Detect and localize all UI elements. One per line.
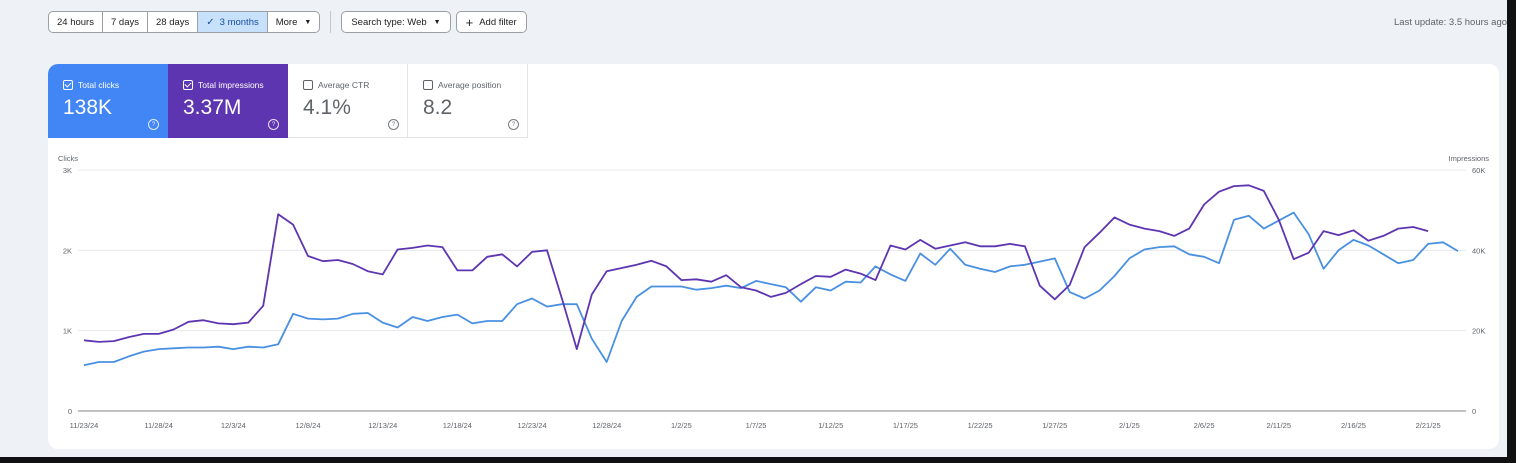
check-icon: ✓ bbox=[206, 16, 215, 28]
x-axis-tick-label: 2/6/25 bbox=[1194, 421, 1215, 430]
right-axis-tick-label: 0 bbox=[1472, 407, 1476, 416]
metric-total-impressions[interactable]: Total impressions 3.37M ? bbox=[168, 64, 288, 138]
help-icon[interactable]: ? bbox=[508, 119, 519, 130]
range-3-months-label: 3 months bbox=[219, 16, 259, 28]
x-axis-tick-label: 12/3/24 bbox=[221, 421, 246, 430]
metric-value: 8.2 bbox=[423, 96, 453, 119]
range-28-days[interactable]: 28 days bbox=[148, 12, 199, 32]
date-range-toolbar: 24 hours 7 days 28 days ✓ 3 months More … bbox=[48, 11, 532, 33]
left-axis-tick-label: 0 bbox=[68, 407, 72, 416]
metric-label-row: Total impressions bbox=[183, 80, 264, 90]
checkbox-checked-icon[interactable] bbox=[63, 80, 73, 90]
metric-label: Average position bbox=[438, 80, 502, 90]
add-filter-label: Add filter bbox=[479, 16, 517, 28]
checkbox-checked-icon[interactable] bbox=[183, 80, 193, 90]
x-axis-tick-label: 2/1/25 bbox=[1119, 421, 1140, 430]
metric-value: 3.37M bbox=[183, 96, 242, 119]
checkbox-unchecked-icon[interactable] bbox=[303, 80, 313, 90]
right-axis-tick-label: 20K bbox=[1472, 327, 1485, 336]
help-icon[interactable]: ? bbox=[148, 119, 159, 130]
x-axis-tick-label: 12/8/24 bbox=[296, 421, 321, 430]
help-icon[interactable]: ? bbox=[268, 119, 279, 130]
range-3-months[interactable]: ✓ 3 months bbox=[198, 12, 268, 32]
metric-average-ctr[interactable]: Average CTR 4.1% ? bbox=[288, 64, 408, 138]
x-axis-tick-label: 1/17/25 bbox=[893, 421, 918, 430]
metric-value: 4.1% bbox=[303, 96, 351, 119]
search-type-label: Search type: Web bbox=[351, 16, 427, 28]
metric-label: Total impressions bbox=[198, 80, 264, 90]
right-axis-tick-label: 60K bbox=[1472, 166, 1485, 175]
right-axis-tick-label: 40K bbox=[1472, 246, 1485, 255]
range-more-label: More bbox=[275, 16, 298, 28]
x-axis-tick-label: 11/28/24 bbox=[144, 421, 173, 430]
metric-label: Total clicks bbox=[78, 80, 120, 90]
performance-chart: 0 0 1K 20K 2K 40K 3K 60K Clicks Impressions 11/23/… bbox=[58, 154, 1490, 430]
metric-tabs: Total clicks 138K ? Total impressions 3.… bbox=[48, 64, 528, 138]
x-axis-tick-label: 2/16/25 bbox=[1341, 421, 1366, 430]
plus-icon: + bbox=[465, 14, 474, 30]
left-axis-tick-label: 3K bbox=[63, 166, 72, 175]
x-axis-tick-label: 1/12/25 bbox=[818, 421, 843, 430]
performance-card: Total clicks 138K ? Total impressions 3.… bbox=[48, 64, 1499, 449]
x-axis-tick-label: 12/23/24 bbox=[517, 421, 546, 430]
x-axis-tick-label: 2/11/25 bbox=[1267, 421, 1291, 430]
x-axis-tick-label: 1/22/25 bbox=[968, 421, 993, 430]
x-axis-tick-label: 2/21/25 bbox=[1416, 421, 1441, 430]
search-type-filter[interactable]: Search type: Web ▼ bbox=[341, 11, 451, 33]
metric-label-row: Total clicks bbox=[63, 80, 119, 90]
toolbar-divider bbox=[330, 11, 332, 33]
add-filter-button[interactable]: + Add filter bbox=[455, 11, 527, 33]
metric-value: 138K bbox=[63, 96, 113, 119]
checkbox-unchecked-icon[interactable] bbox=[423, 80, 433, 90]
range-7-days[interactable]: 7 days bbox=[103, 12, 148, 32]
metric-label-row: Average position bbox=[423, 80, 501, 90]
left-axis-title: Clicks bbox=[58, 154, 78, 163]
right-axis-title: Impressions bbox=[1449, 154, 1490, 163]
x-axis-tick-label: 11/23/24 bbox=[70, 421, 99, 430]
last-update-text: Last update: 3.5 hours ago bbox=[1394, 17, 1508, 28]
left-axis-tick-label: 1K bbox=[63, 327, 72, 336]
caret-down-icon: ▼ bbox=[433, 18, 441, 26]
metric-total-clicks[interactable]: Total clicks 138K ? bbox=[48, 64, 168, 138]
window-edge bbox=[0, 457, 1516, 463]
x-axis-tick-label: 1/27/25 bbox=[1042, 421, 1067, 430]
help-icon[interactable]: ? bbox=[388, 119, 399, 130]
series-line-clicks bbox=[83, 211, 1459, 367]
x-axis-tick-label: 12/13/24 bbox=[368, 421, 397, 430]
left-axis-tick-label: 2K bbox=[63, 246, 72, 255]
date-range-selector: 24 hours 7 days 28 days ✓ 3 months More … bbox=[48, 11, 321, 33]
x-axis-tick-label: 12/28/24 bbox=[592, 421, 621, 430]
x-axis-tick-label: 12/18/24 bbox=[443, 421, 472, 430]
range-more-dropdown[interactable]: More ▼ bbox=[268, 12, 320, 32]
x-axis-tick-label: 1/2/25 bbox=[671, 421, 692, 430]
caret-down-icon: ▼ bbox=[304, 18, 312, 26]
metric-average-position[interactable]: Average position 8.2 ? bbox=[408, 64, 528, 138]
window-edge bbox=[1507, 0, 1516, 463]
metric-label: Average CTR bbox=[318, 80, 370, 90]
series-line-impressions bbox=[83, 184, 1429, 351]
x-axis-tick-label: 1/7/25 bbox=[746, 421, 767, 430]
range-24-hours[interactable]: 24 hours bbox=[49, 12, 103, 32]
metric-label-row: Average CTR bbox=[303, 80, 369, 90]
